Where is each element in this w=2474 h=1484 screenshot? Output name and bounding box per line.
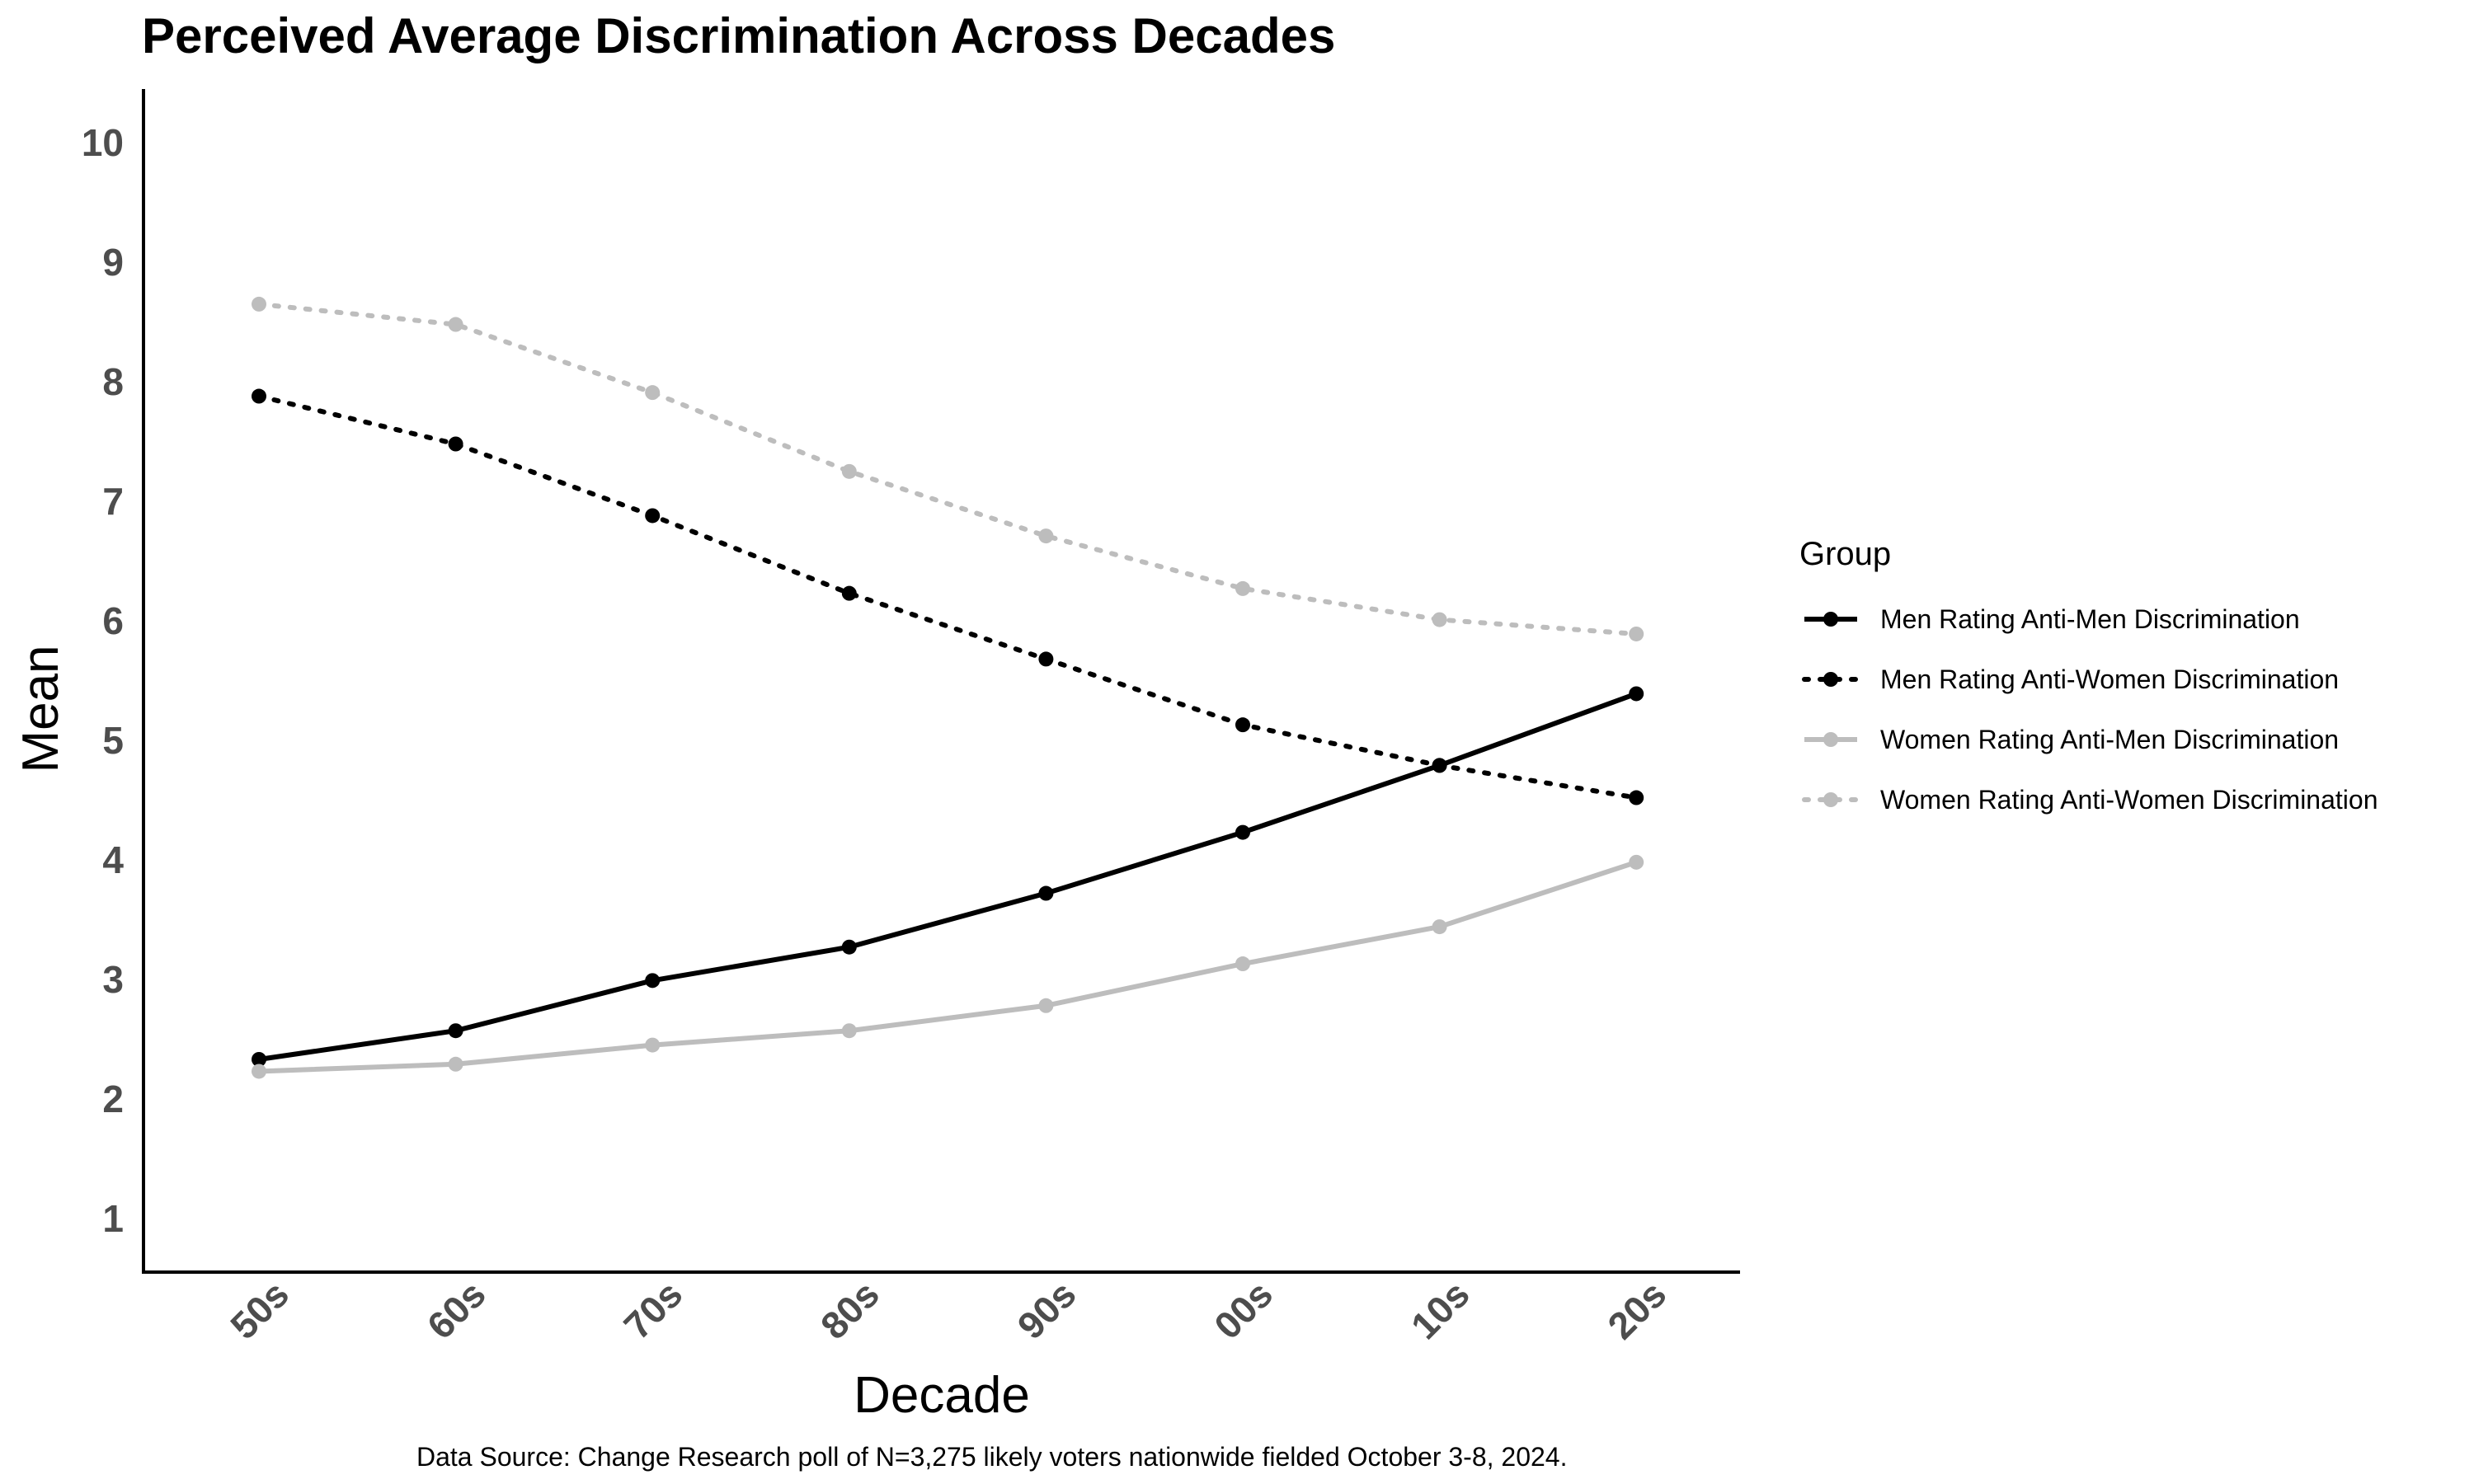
- x-tick-label: 20s: [1599, 1272, 1674, 1347]
- x-tick-labels: 50s 60s 70s 80s 90s 00s 10s 20s: [222, 1272, 1674, 1347]
- series-line: [256, 301, 1639, 636]
- chart-title: Perceived Average Discrimination Across …: [142, 8, 1335, 63]
- y-tick-label: 4: [102, 838, 124, 881]
- y-tick-label: 1: [102, 1197, 124, 1240]
- legend-key-point: [1823, 612, 1838, 627]
- x-tick-label: 80s: [812, 1272, 887, 1347]
- series-point: [1629, 854, 1644, 870]
- legend-title: Group: [1799, 536, 1891, 572]
- y-tick-label: 6: [102, 599, 124, 642]
- series-point: [448, 436, 463, 452]
- series-line: [258, 859, 1638, 1074]
- series-point: [1235, 956, 1250, 972]
- x-tick-label: 60s: [419, 1272, 494, 1347]
- x-tick-label: 10s: [1403, 1272, 1478, 1347]
- x-tick-label: 50s: [222, 1272, 297, 1347]
- series-point: [1432, 612, 1447, 627]
- x-tick-label: 00s: [1206, 1272, 1281, 1347]
- legend-label: Men Rating Anti-Men Discrimination: [1880, 604, 2300, 634]
- series-point: [1038, 528, 1054, 544]
- series-point: [1432, 919, 1447, 935]
- series-point: [1235, 717, 1250, 733]
- y-tick-label: 7: [102, 480, 124, 523]
- series-layer: [252, 296, 1644, 1079]
- x-axis-title: Decade: [854, 1367, 1030, 1424]
- x-tick-label: 90s: [1009, 1272, 1084, 1347]
- y-tick-label: 9: [102, 241, 124, 284]
- series-point: [841, 939, 857, 955]
- legend: Men Rating Anti-Men Discrimination Men Ra…: [1802, 604, 2378, 815]
- series-point: [645, 508, 661, 524]
- series-point: [645, 385, 661, 401]
- y-axis-title: Mean: [12, 645, 69, 773]
- series-point: [1038, 885, 1054, 901]
- y-tick-label: 2: [102, 1078, 124, 1120]
- series-point: [252, 1051, 266, 1067]
- caption: Data Source: Change Research poll of N=3…: [416, 1442, 1567, 1472]
- y-tick-label: 5: [102, 719, 124, 762]
- x-tick-label: 70s: [615, 1272, 690, 1347]
- series-point: [841, 585, 857, 601]
- series-point: [448, 1056, 463, 1072]
- y-tick-label: 8: [102, 360, 124, 403]
- series-point: [841, 1023, 857, 1039]
- series-point: [252, 296, 266, 312]
- legend-label: Men Rating Anti-Women Discrimination: [1880, 665, 2339, 694]
- legend-label: Women Rating Anti-Men Discrimination: [1880, 725, 2339, 754]
- series-point: [1629, 626, 1644, 641]
- series-point: [645, 973, 661, 989]
- y-tick-label: 10: [82, 121, 124, 164]
- series-point: [448, 1023, 463, 1039]
- legend-key-point: [1823, 672, 1838, 687]
- y-tick-labels: 1 2 3 4 5 6 7 8 9 10: [82, 121, 125, 1240]
- series-point: [841, 463, 857, 479]
- legend-key-point: [1823, 732, 1838, 747]
- legend-label: Women Rating Anti-Women Discrimination: [1880, 785, 2378, 815]
- series-line: [256, 393, 1639, 801]
- legend-key-point: [1823, 792, 1838, 807]
- y-tick-label: 3: [102, 958, 124, 1001]
- series-point: [252, 388, 266, 404]
- series-point: [1235, 580, 1250, 596]
- series-line: [258, 691, 1638, 1062]
- series-point: [1038, 998, 1054, 1013]
- series-point: [1629, 686, 1644, 702]
- series-point: [252, 1064, 266, 1079]
- series-point: [448, 317, 463, 332]
- series-point: [1038, 651, 1054, 667]
- series-point: [1235, 824, 1250, 840]
- series-point: [1629, 790, 1644, 805]
- series-point: [645, 1037, 661, 1053]
- series-point: [1432, 758, 1447, 773]
